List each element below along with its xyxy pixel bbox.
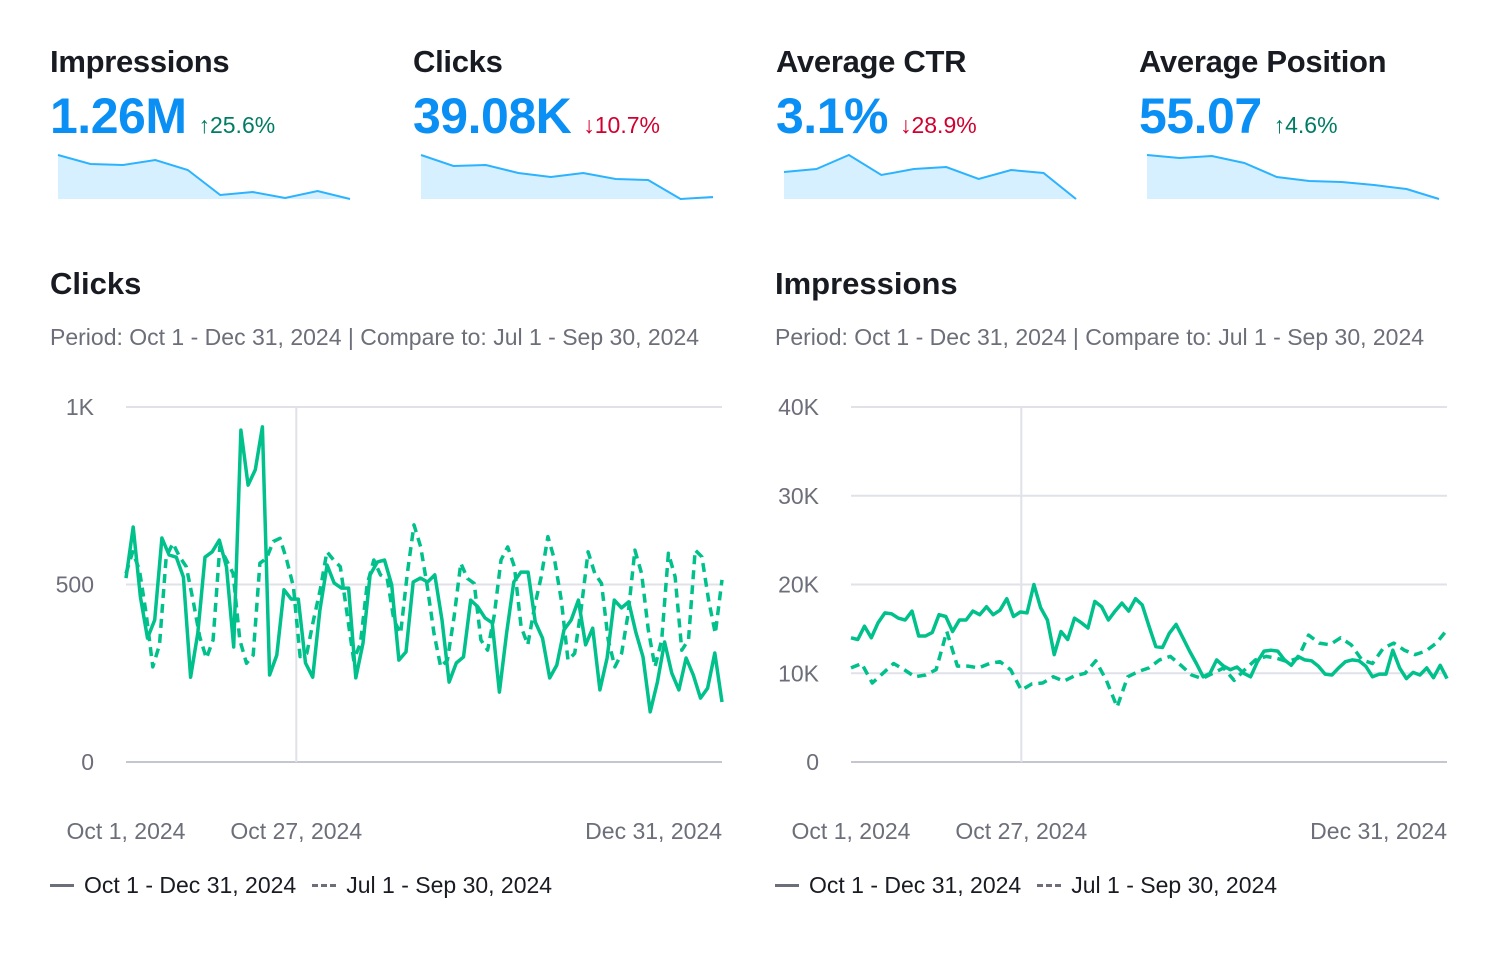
impressions-chart-header: Impressions Period: Oct 1 - Dec 31, 2024… — [775, 262, 1475, 351]
kpi-delta-value: 4.6% — [1285, 112, 1338, 138]
sparkline-area — [784, 155, 1076, 199]
kpi-title: Average Position — [1139, 44, 1387, 79]
kpi-delta-value: 10.7% — [594, 112, 660, 138]
kpi-delta: ↑25.6% — [198, 112, 275, 139]
solid-line-swatch — [775, 884, 799, 887]
sparkline-line — [1146, 154, 1440, 200]
y-tick-label: 30K — [778, 483, 820, 509]
dashed-line-swatch — [312, 884, 337, 887]
impressions-legend: Oct 1 - Dec 31, 2024 Jul 1 - Sep 30, 202… — [775, 872, 1277, 899]
clicks-chart-header: Clicks Period: Oct 1 - Dec 31, 2024 | Co… — [50, 262, 750, 351]
kpi-card: Average CTR 3.1% ↓28.9% — [776, 42, 1116, 200]
sparkline — [420, 154, 714, 201]
y-tick-label: 0 — [806, 749, 819, 775]
sparkline — [1146, 154, 1440, 200]
kpi-delta: ↓10.7% — [583, 112, 660, 139]
kpi-value: 1.26M — [50, 88, 187, 144]
sparkline-line — [783, 153, 1077, 200]
current-series-line[interactable] — [850, 582, 1449, 681]
kpi-delta: ↑4.6% — [1274, 112, 1338, 139]
kpi-value: 3.1% — [776, 88, 888, 144]
chart-period: Period: Oct 1 - Dec 31, 2024 | Compare t… — [775, 324, 1425, 350]
legend-compare[interactable]: Jul 1 - Sep 30, 2024 — [346, 872, 553, 898]
sparkline-line — [57, 154, 351, 200]
chart-title: Impressions — [775, 266, 958, 301]
x-tick-label: Oct 27, 2024 — [230, 818, 362, 844]
kpi-delta-value: 25.6% — [209, 112, 276, 138]
chart-title: Clicks — [50, 266, 142, 301]
sparkline — [57, 154, 351, 200]
clicks-chart: 0 500 1K Oct 1, 2024 Oct 27, 2024 Dec 31, 202… — [56, 394, 724, 844]
y-tick-label: 500 — [56, 572, 94, 598]
kpi-value: 55.07 — [1139, 88, 1262, 144]
y-tick-label: 10K — [778, 660, 820, 686]
sparkline-line — [420, 154, 714, 201]
kpi-card: Impressions 1.26M ↑25.6% — [50, 42, 390, 200]
kpi-delta-value: 28.9% — [911, 112, 977, 138]
dashed-line-swatch — [1037, 884, 1062, 887]
sparkline — [783, 153, 1077, 200]
current-series-line[interactable] — [124, 425, 724, 714]
chart-period: Period: Oct 1 - Dec 31, 2024 | Compare t… — [50, 324, 700, 350]
legend-compare[interactable]: Jul 1 - Sep 30, 2024 — [1071, 872, 1278, 898]
legend-current[interactable]: Oct 1 - Dec 31, 2024 — [84, 872, 297, 898]
kpi-card: Average Position 55.07 ↑4.6% — [1139, 42, 1479, 200]
kpi-delta: ↓28.9% — [900, 112, 977, 139]
arrow-up-icon: ↑ — [198, 112, 210, 138]
solid-line-swatch — [50, 884, 74, 887]
impressions-chart: 0 10K 20K 30K 40K Oct 1, 2024 Oct 27, 2024 Dec … — [778, 394, 1449, 844]
x-tick-label: Dec 31, 2024 — [585, 818, 722, 844]
legend-current[interactable]: Oct 1 - Dec 31, 2024 — [809, 872, 1022, 898]
arrow-down-icon: ↓ — [899, 112, 912, 138]
sparkline-area — [58, 155, 350, 199]
y-tick-label: 40K — [778, 394, 820, 420]
arrow-up-icon: ↑ — [1273, 112, 1286, 138]
kpi-card: Clicks 39.08K ↓10.7% — [413, 42, 753, 201]
kpi-title: Clicks — [413, 44, 503, 79]
kpi-value: 39.08K — [413, 88, 572, 144]
x-tick-label: Oct 1, 2024 — [67, 818, 186, 844]
sparkline-area — [421, 155, 713, 199]
x-tick-label: Dec 31, 2024 — [1310, 818, 1447, 844]
arrow-down-icon: ↓ — [583, 112, 595, 138]
x-tick-label: Oct 1, 2024 — [792, 818, 911, 844]
kpi-title: Average CTR — [776, 44, 967, 79]
compare-series-line[interactable] — [850, 628, 1449, 709]
sparkline-area — [1147, 155, 1439, 199]
y-tick-label: 0 — [81, 749, 94, 775]
kpi-title: Impressions — [50, 44, 230, 79]
y-tick-label: 1K — [66, 394, 95, 420]
clicks-legend: Oct 1 - Dec 31, 2024 Jul 1 - Sep 30, 202… — [50, 872, 552, 899]
y-tick-label: 20K — [778, 572, 820, 598]
x-tick-label: Oct 27, 2024 — [955, 818, 1087, 844]
